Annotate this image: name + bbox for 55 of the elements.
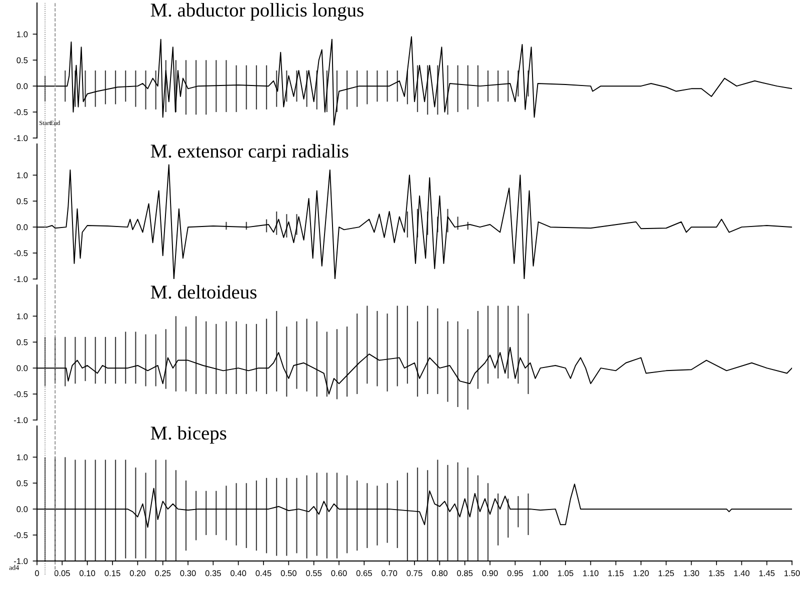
y-tick-label: 0.5 [16, 480, 28, 486]
y-tick-label: -0.5 [14, 109, 28, 116]
y-tick-label: -0.5 [14, 250, 28, 256]
y-tick-label: 1.0 [17, 31, 28, 38]
x-tick-label: 0.70 [382, 570, 398, 576]
x-tick-label: 0.50 [280, 570, 296, 576]
x-tick-label: 0.75 [406, 570, 422, 576]
x-tick-label: 0.15 [104, 570, 120, 576]
x-tick-label: 0.90 [482, 570, 498, 576]
y-tick-label: -1.0 [14, 417, 28, 424]
x-tick-label: 0.10 [80, 570, 96, 576]
x-tick-label: 0.25 [155, 570, 171, 576]
x-tick-label: 0.45 [256, 570, 272, 576]
y-tick-label: 0.0 [16, 224, 28, 230]
y-tick-label: 0.5 [16, 57, 28, 64]
y-tick-label: 0.0 [16, 506, 28, 512]
chart-title: M. abductor pollicis longus [150, 3, 364, 21]
y-tick-label: 0.5 [16, 198, 28, 204]
x-tick-label: 1.25 [658, 570, 674, 576]
x-tick-label: 0.35 [205, 570, 221, 576]
x-tick-label: 0 [35, 570, 39, 576]
x-tick-label: 0.30 [180, 570, 196, 576]
x-tick-label: 1.00 [532, 570, 548, 576]
y-tick-label: -1.0 [14, 135, 28, 142]
y-tick-label: 1.0 [17, 313, 28, 320]
y-tick-label: 1.0 [17, 454, 28, 460]
x-tick-label: 0.65 [356, 570, 372, 576]
x-tick-label: 0.05 [54, 570, 70, 576]
y-tick-label: -0.5 [14, 532, 28, 538]
x-tick-label: 0.60 [331, 570, 347, 576]
x-tick-label: 1.10 [583, 570, 598, 576]
x-tick-label: 0.95 [507, 570, 523, 576]
x-tick-label: 0.55 [306, 570, 322, 576]
y-tick-label: -1.0 [14, 276, 28, 282]
y-tick-label: 0.5 [16, 339, 28, 346]
x-tick-label: 0.40 [230, 570, 246, 576]
x-tick-label: 0.80 [432, 570, 448, 576]
x-tick-label: 1.20 [634, 570, 649, 576]
x-tick-label: 1.40 [734, 570, 750, 576]
x-tick-label: 1.45 [759, 570, 775, 576]
x-tick-label: 0.20 [130, 570, 146, 576]
x-tick-label: 0.85 [457, 570, 473, 576]
y-tick-label: 1.0 [17, 172, 28, 178]
y-tick-label: 0.0 [16, 83, 28, 90]
chart-title: M. deltoideus [150, 285, 256, 299]
chart-title: M. extensor carpi radialis [150, 144, 348, 162]
x-tick-label: 1.35 [709, 570, 724, 576]
y-tick-label: -0.5 [14, 391, 28, 398]
x-tick-label: 1.50 [784, 570, 800, 576]
y-tick-label: 0.0 [16, 365, 28, 372]
x-tick-label: 1.30 [684, 570, 700, 576]
x-tick-label: 1.05 [558, 570, 574, 576]
x-tick-label: 1.15 [608, 570, 624, 576]
y-tick-label: -1.0 [14, 558, 28, 564]
chart-title: M. biceps [150, 426, 226, 444]
